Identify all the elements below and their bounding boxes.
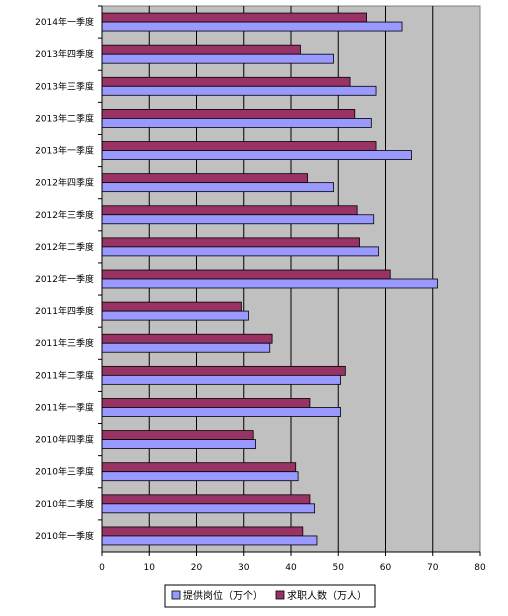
bar — [101, 237, 360, 248]
x-tick-label: 50 — [333, 563, 345, 573]
category-label: 2010年二季度 — [35, 498, 94, 510]
category-label: 2013年一季度 — [35, 145, 94, 157]
category-label: 2012年一季度 — [35, 273, 94, 285]
x-tick-label: 80 — [474, 563, 486, 573]
bar — [101, 21, 403, 32]
category-label: 2011年一季度 — [35, 401, 94, 413]
bar — [101, 53, 334, 64]
bar — [101, 439, 256, 449]
bar — [101, 310, 249, 321]
category-label: 2013年三季度 — [35, 80, 94, 92]
x-tick-label: 20 — [191, 563, 203, 573]
category-label: 2012年三季度 — [35, 209, 94, 221]
bar — [101, 535, 318, 546]
bar — [101, 342, 271, 353]
bar — [101, 471, 299, 482]
category-label: 2012年二季度 — [35, 241, 94, 253]
category-label: 2010年四季度 — [35, 434, 94, 446]
category-label: 2013年四季度 — [35, 48, 94, 60]
legend-swatch-job-seekers — [275, 590, 285, 600]
legend-label-offered-jobs: 提供岗位（万个） — [183, 589, 263, 602]
category-label: 2011年四季度 — [35, 305, 94, 317]
legend-swatch-offered-jobs — [171, 590, 181, 600]
bar — [101, 109, 356, 119]
bar — [101, 407, 342, 417]
legend-label-job-seekers: 求职人数（万人） — [287, 589, 367, 602]
x-tick-labels: 0 10 20 30 40 50 60 70 80 — [99, 552, 486, 573]
bar — [101, 44, 301, 55]
category-label: 2011年二季度 — [35, 369, 94, 381]
bar — [101, 526, 304, 537]
category-label: 2013年二季度 — [35, 112, 94, 124]
bar — [101, 76, 351, 87]
bar — [101, 182, 334, 193]
bar — [101, 398, 311, 408]
bar — [101, 214, 375, 225]
category-label: 2011年三季度 — [35, 337, 94, 349]
category-label: 2014年一季度 — [35, 16, 94, 28]
category-label: 2012年四季度 — [35, 177, 94, 189]
bar — [101, 205, 358, 216]
bar — [101, 246, 379, 257]
category-label: 2010年一季度 — [35, 530, 94, 542]
x-tick-label: 70 — [427, 563, 439, 573]
bar — [101, 150, 412, 160]
x-tick-label: 0 — [99, 563, 105, 573]
bar — [101, 430, 254, 440]
legend: 提供岗位（万个） 求职人数（万人） — [164, 584, 376, 608]
bar — [101, 269, 391, 280]
bar — [101, 301, 242, 312]
bar — [101, 12, 368, 23]
legend-box — [164, 584, 376, 608]
x-tick-label: 30 — [238, 563, 250, 573]
bar — [101, 141, 377, 151]
bar — [101, 462, 297, 473]
bar — [101, 503, 316, 514]
bar — [101, 494, 311, 505]
bar — [101, 365, 346, 376]
bar — [101, 173, 308, 184]
bars — [101, 12, 438, 546]
x-tick-label: 40 — [285, 563, 297, 573]
x-tick-label: 60 — [380, 563, 392, 573]
category-labels: 2014年一季度 2013年四季度 2013年三季度 2013年二季度 2013年一季度… — [35, 5, 102, 542]
bar — [101, 333, 273, 344]
bar — [101, 118, 372, 128]
x-tick-label: 10 — [144, 563, 156, 573]
bar — [101, 278, 438, 289]
bar — [101, 85, 377, 96]
bar — [101, 374, 342, 385]
category-label: 2010年三季度 — [35, 466, 94, 478]
